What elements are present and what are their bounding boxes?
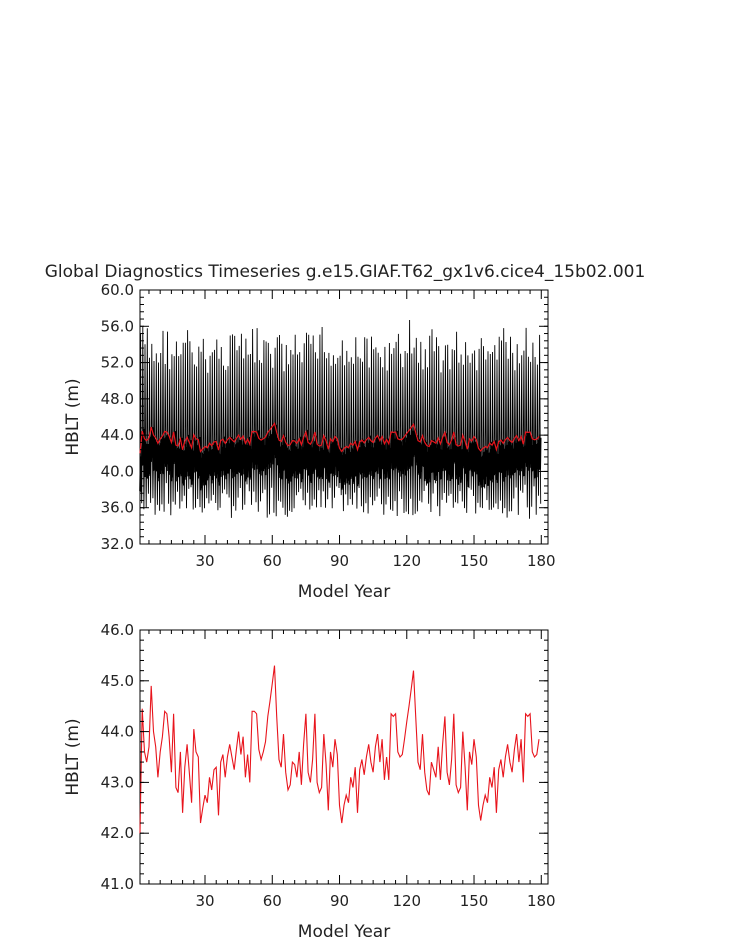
bottom-plot-frame xyxy=(139,629,549,885)
y-tick-label: 32.0 xyxy=(101,535,134,553)
y-tick-label: 40.0 xyxy=(101,462,134,480)
y-tick-label: 52.0 xyxy=(101,354,134,372)
y-tick-label: 41.0 xyxy=(101,875,134,893)
bottom-plot-axes: 30 60 90 120 150 180 41.0 42.0 43.0 44.0 45.0 46.0 xyxy=(101,621,556,910)
x-tick-label: 60 xyxy=(263,552,282,570)
x-tick-label: 90 xyxy=(330,552,349,570)
y-tick-label: 43.0 xyxy=(101,773,134,791)
top-plot-axes: 30 60 90 120 150 180 32.0 36.0 40.0 44.0 48.0 52.0 5… xyxy=(101,281,556,570)
y-tick-label: 42.0 xyxy=(101,824,134,842)
y-tick-label: 45.0 xyxy=(101,672,134,690)
x-tick-label: 150 xyxy=(460,892,489,910)
bottom-panel: 30 60 90 120 150 18041.042.043.044.045.046.0 … xyxy=(63,621,556,942)
top-y-axis-label: HBLT (m) xyxy=(63,378,83,455)
annual-mean-line-top xyxy=(139,421,540,454)
x-tick-label: 120 xyxy=(392,892,421,910)
x-tick-label: 180 xyxy=(527,892,556,910)
y-tick-label: 36.0 xyxy=(101,499,134,517)
y-tick-label: 56.0 xyxy=(101,317,134,335)
bottom-y-axis-label: HBLT (m) xyxy=(63,718,83,795)
x-tick-label: 30 xyxy=(195,892,214,910)
x-tick-label: 180 xyxy=(527,552,556,570)
monthly-series-band xyxy=(139,422,542,492)
top-x-axis-label: Model Year xyxy=(298,582,390,602)
y-tick-label: 46.0 xyxy=(101,621,134,639)
y-tick-label: 44.0 xyxy=(101,723,134,741)
y-tick-label: 44.0 xyxy=(101,426,134,444)
bottom-plot-lines xyxy=(139,665,540,834)
top-plot-lines xyxy=(139,319,542,519)
x-tick-label: 60 xyxy=(263,892,282,910)
x-tick-label: 120 xyxy=(392,552,421,570)
chart-title: Global Diagnostics Timeseries g.e15.GIAF… xyxy=(45,262,646,282)
bottom-x-axis-label: Model Year xyxy=(298,922,390,942)
y-tick-label: 60.0 xyxy=(101,281,134,299)
x-tick-label: 90 xyxy=(330,892,349,910)
x-tick-label: 30 xyxy=(195,552,214,570)
x-tick-label: 150 xyxy=(460,552,489,570)
annual-mean-line-bottom xyxy=(139,665,540,834)
top-panel: 30 60 90 120 150 180 32.0 36.0 40.0 44.0 48.0 52.0 5… xyxy=(63,281,556,602)
y-tick-label: 48.0 xyxy=(101,390,134,408)
